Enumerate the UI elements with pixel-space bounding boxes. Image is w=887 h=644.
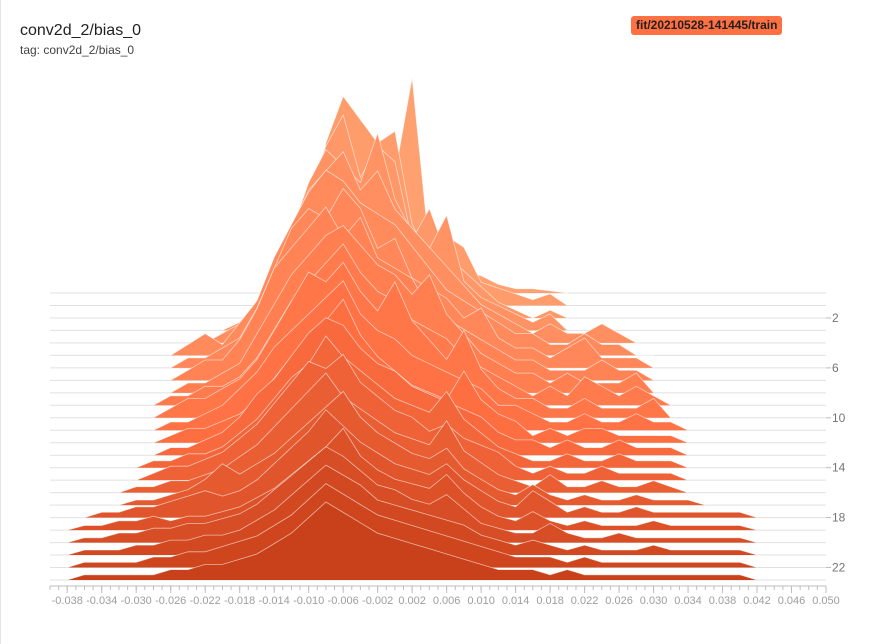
x-tick-label: 0.014: [502, 595, 530, 607]
histogram-outline-step-18: [84, 409, 758, 518]
histogram-outline-step-22: [67, 483, 758, 568]
x-tick-label: 0.046: [778, 595, 806, 607]
histogram-outline-step-5: [170, 169, 654, 356]
histogram-outline-step-8: [170, 224, 654, 394]
x-tick-label: -0.006: [328, 595, 359, 607]
histogram-area-step-18[interactable]: [84, 409, 758, 518]
histogram-outline-step-11: [153, 280, 689, 431]
histogram-outline-step-17: [118, 390, 706, 506]
histogram-area-step-23[interactable]: [67, 502, 757, 580]
x-tick-label: -0.010: [293, 595, 324, 607]
x-tick-label: -0.014: [259, 595, 290, 607]
x-tick-label: 0.030: [640, 595, 668, 607]
step-tick-label: 2: [832, 311, 839, 325]
histogram-outline-step-23: [67, 501, 758, 581]
histogram-outline-step-7: [170, 206, 654, 381]
step-tick-label: 10: [832, 411, 846, 425]
x-tick-label: 0.018: [536, 595, 564, 607]
run-label-chip[interactable]: fit/20210528-141445/train: [631, 16, 783, 35]
x-tick-label: -0.018: [224, 595, 255, 607]
x-tick-label: 0.022: [571, 595, 599, 607]
card-title: conv2d_2/bias_0: [20, 22, 141, 39]
x-tick-label: -0.002: [362, 595, 393, 607]
histogram-outline-step-20: [67, 446, 758, 543]
x-tick-label: 0.050: [812, 595, 840, 607]
x-tick-label: 0.002: [398, 595, 426, 607]
x-tick-label: 0.010: [467, 595, 495, 607]
histogram-area-step-21[interactable]: [67, 465, 757, 556]
card-left-border: [0, 0, 1, 644]
x-tick-label: -0.026: [155, 595, 186, 607]
x-tick-label: 0.034: [674, 595, 702, 607]
step-tick-label: 6: [832, 361, 839, 375]
x-tick-label: 0.006: [433, 595, 461, 607]
histogram-outline-step-15: [136, 353, 689, 481]
x-tick-label: 0.042: [743, 595, 771, 607]
x-tick-label: -0.038: [52, 595, 83, 607]
histogram-outline-step-21: [67, 464, 758, 556]
step-tick-label: 18: [832, 511, 846, 525]
histogram-outline-step-13: [153, 317, 689, 456]
x-tick-label: 0.038: [709, 595, 737, 607]
step-tick-label: 14: [832, 461, 846, 475]
histogram-area-step-20[interactable]: [67, 446, 757, 543]
x-tick-label: -0.034: [86, 595, 117, 607]
histogram-series-group: [67, 77, 758, 581]
x-tick-label: -0.022: [190, 595, 221, 607]
x-tick-label: -0.030: [121, 595, 152, 607]
histogram-outline-step-10: [153, 261, 672, 419]
step-tick-label: 22: [832, 561, 846, 575]
x-tick-label: 0.026: [605, 595, 633, 607]
histogram-outline-step-12: [153, 298, 689, 444]
histogram-outline-step-14: [136, 335, 689, 469]
histogram-outline-step-19: [67, 427, 758, 531]
card-tag: tag: conv2d_2/bias_0: [20, 43, 135, 57]
